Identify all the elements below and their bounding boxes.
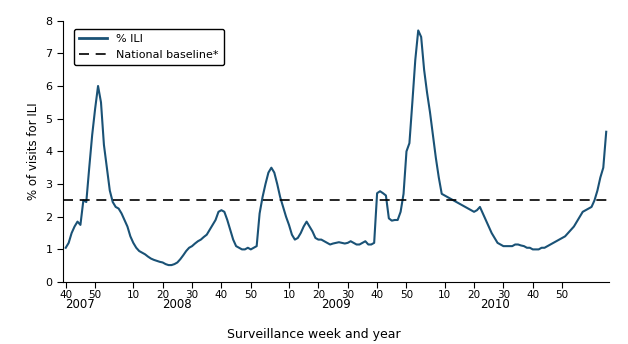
Text: 2009: 2009	[321, 298, 351, 311]
Legend: % ILI, National baseline*: % ILI, National baseline*	[74, 29, 224, 65]
Y-axis label: % of visits for ILI: % of visits for ILI	[27, 103, 40, 200]
Text: 2010: 2010	[480, 298, 509, 311]
Text: 2007: 2007	[65, 298, 95, 311]
Text: 2008: 2008	[163, 298, 192, 311]
Text: Surveillance week and year: Surveillance week and year	[227, 327, 401, 341]
